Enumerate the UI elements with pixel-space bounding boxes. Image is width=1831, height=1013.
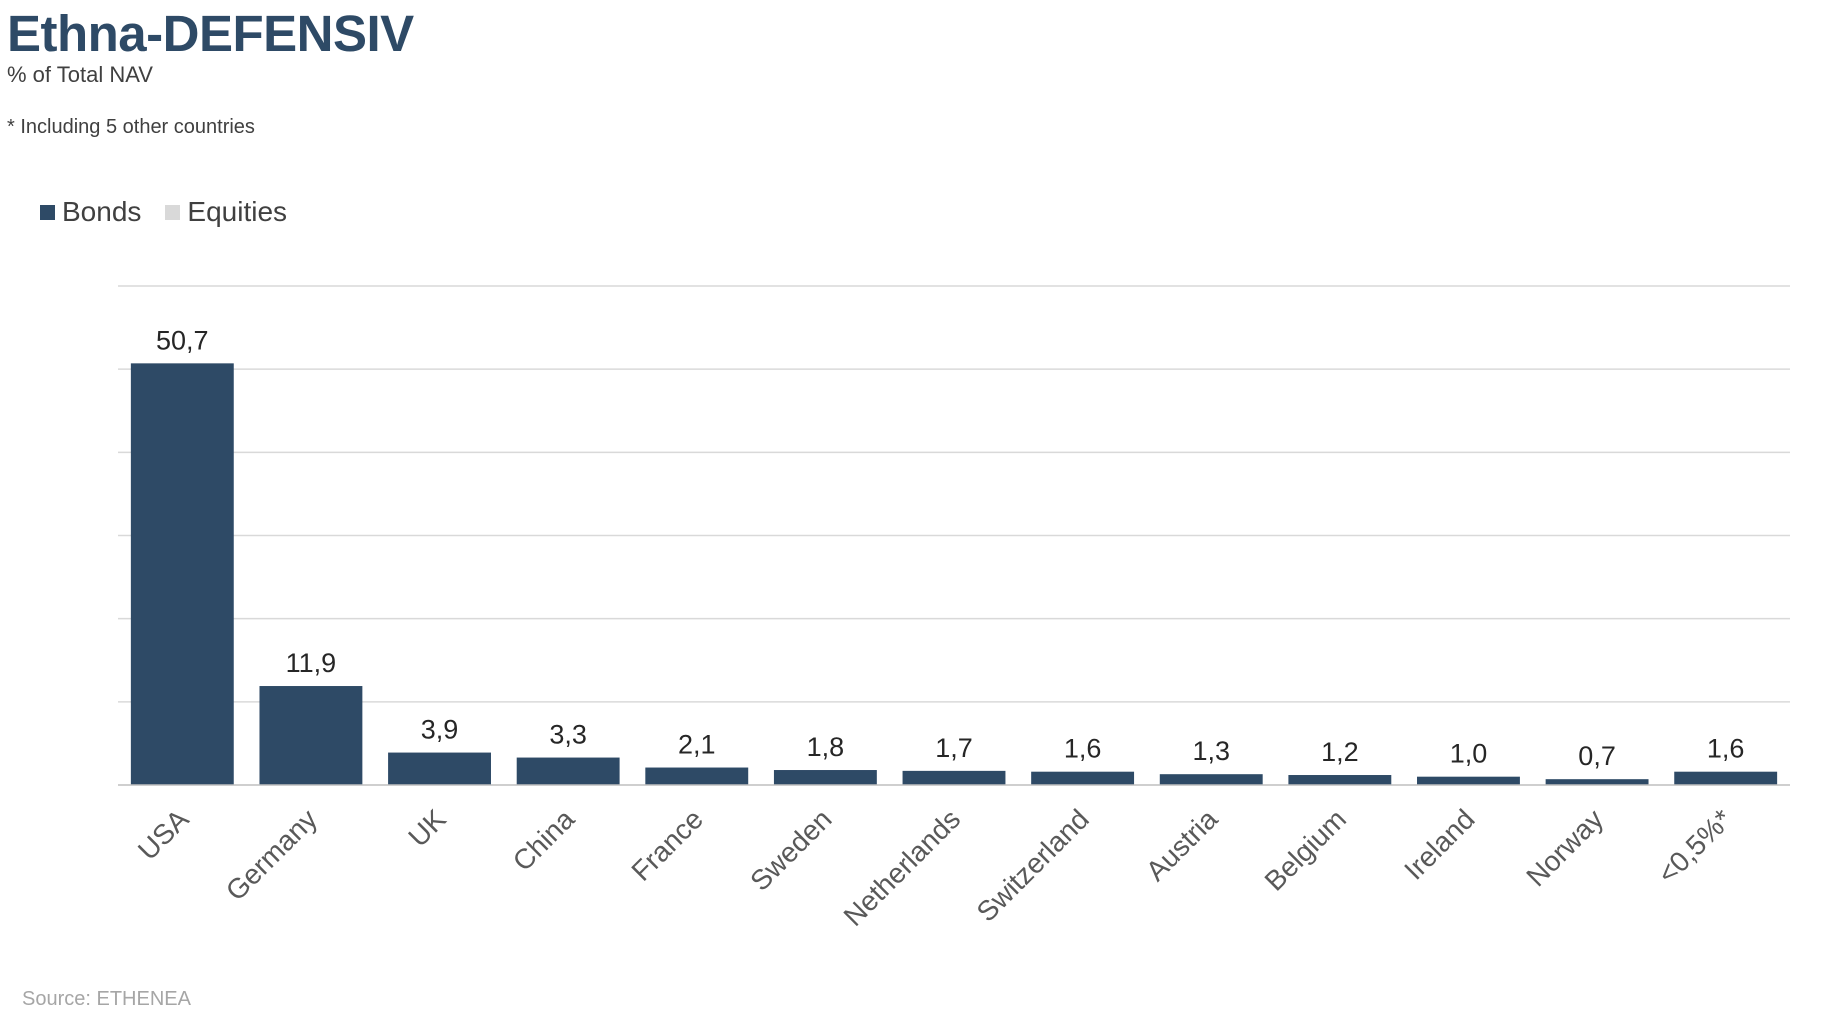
data-label: 2,1	[678, 730, 716, 760]
data-label: 1,3	[1192, 736, 1230, 766]
bar-bonds-10	[1417, 776, 1520, 785]
bar-bonds-4	[645, 767, 749, 785]
category-label: Belgium	[1259, 803, 1352, 896]
legend-label-equities: Equities	[187, 196, 288, 227]
data-label: 3,9	[421, 715, 459, 745]
data-label: 1,6	[1064, 734, 1102, 764]
category-label: Netherlands	[838, 803, 967, 932]
category-label: Norway	[1520, 803, 1609, 892]
bar-bonds-0	[130, 363, 234, 785]
category-label: Austria	[1140, 803, 1224, 887]
bar-bonds-1	[259, 686, 363, 785]
data-label: 0,7	[1578, 741, 1616, 771]
category-label: Germany	[220, 803, 323, 906]
category-label: France	[625, 803, 709, 887]
legend-swatch-equities	[165, 204, 181, 220]
data-label: 1,6	[1707, 734, 1745, 764]
bar-bonds-6	[902, 770, 1006, 785]
category-label: Sweden	[744, 803, 837, 896]
category-label: UK	[402, 803, 452, 853]
chart-footnote: * Including 5 other countries	[7, 116, 255, 138]
data-label: 1,0	[1450, 739, 1488, 769]
data-label: 11,9	[286, 648, 337, 678]
bar-bonds-8	[1159, 774, 1263, 785]
data-label: 3,3	[549, 720, 587, 750]
bar-bonds-7	[1031, 771, 1135, 785]
data-label: 1,7	[935, 733, 973, 763]
bar-bonds-12	[1674, 771, 1778, 785]
bar-bonds-3	[516, 757, 620, 785]
category-label: <0,5%*	[1652, 803, 1738, 889]
chart-legend: Bonds Equities	[40, 196, 311, 228]
data-label: 1,8	[807, 732, 845, 762]
bar-bonds-5	[773, 770, 877, 785]
chart-title: Ethna-DEFENSIV	[7, 5, 414, 62]
category-label: USA	[132, 803, 195, 866]
chart-subtitle: % of Total NAV	[7, 62, 153, 87]
legend-label-bonds: Bonds	[62, 196, 142, 227]
data-label: 1,2	[1321, 737, 1359, 767]
bar-bonds-2	[388, 752, 491, 785]
source-note: Source: ETHENEA	[22, 988, 191, 1010]
legend-item-bonds: Bonds	[40, 196, 141, 228]
bar-bonds-11	[1545, 779, 1649, 785]
category-label: Switzerland	[971, 803, 1095, 927]
bar-bonds-9	[1288, 775, 1392, 785]
data-label: 50,7	[156, 325, 209, 355]
legend-swatch-bonds	[40, 204, 55, 220]
legend-item-equities: Equities	[165, 196, 287, 228]
category-label: Ireland	[1398, 803, 1480, 885]
category-label: China	[507, 803, 581, 877]
